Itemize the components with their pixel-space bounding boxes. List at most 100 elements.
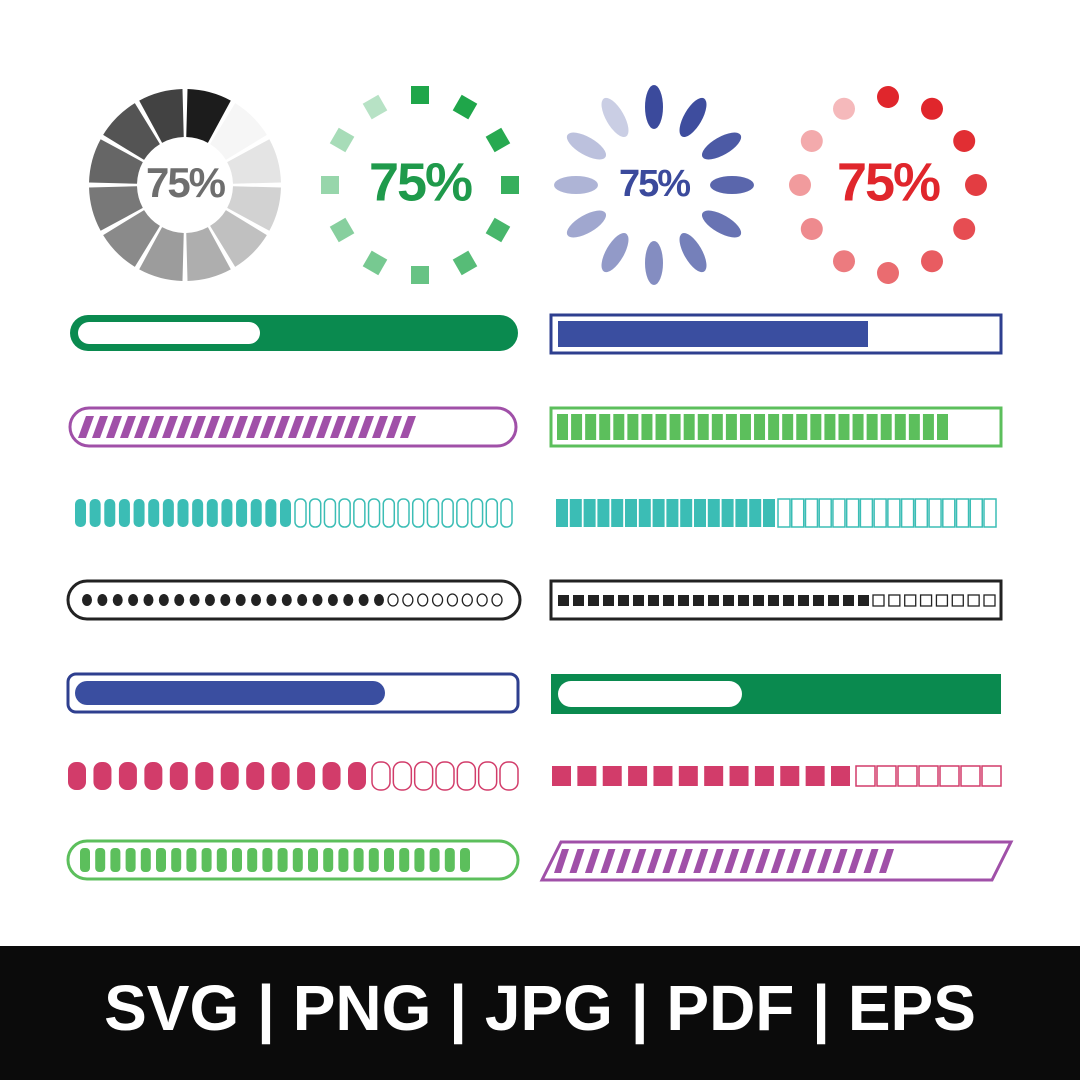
spinner-square	[501, 176, 519, 194]
bar-segment	[171, 848, 182, 872]
bar-segment	[942, 498, 956, 528]
bar-segment	[798, 595, 809, 606]
bar-dot	[143, 594, 154, 606]
spinner-segment	[139, 89, 184, 143]
spinner-segment	[89, 139, 143, 184]
bar-track	[68, 406, 518, 448]
bar-segment	[118, 499, 130, 527]
bar-segment	[855, 765, 876, 787]
bar-dot	[82, 594, 92, 606]
spinner-dot	[833, 250, 855, 273]
bar-stripe	[78, 416, 94, 438]
bar-stripe	[162, 416, 178, 438]
spinner-square	[411, 266, 429, 284]
bar-fill	[75, 681, 385, 705]
spinner-dot	[789, 174, 811, 196]
bar-stripe	[106, 416, 122, 438]
bar-segment	[872, 594, 885, 607]
bar-stripe	[801, 849, 817, 873]
bar-stripe	[615, 849, 631, 873]
bar-segment	[435, 761, 455, 791]
spinner-dot	[965, 174, 987, 196]
bar-stripe	[176, 416, 192, 438]
bar-dot	[158, 594, 169, 606]
bar-segment	[140, 848, 151, 872]
bar-segment	[919, 594, 933, 607]
bar-segment	[426, 498, 440, 528]
bar-segment	[444, 848, 455, 872]
bar-segment	[338, 498, 351, 528]
bar-segment	[499, 761, 519, 791]
bar-segment	[201, 848, 212, 872]
bar-segment	[790, 498, 805, 528]
spinner-petal	[566, 210, 607, 238]
bar-fill	[78, 322, 260, 344]
bar-segment	[888, 594, 901, 607]
spinner-petal	[701, 210, 742, 238]
bar-segment	[93, 762, 112, 790]
bar-segment	[904, 594, 917, 607]
bar-segment	[678, 595, 689, 606]
bar-segment	[399, 848, 410, 872]
bar-segment	[655, 414, 667, 440]
spinner-segment	[227, 186, 281, 231]
bar-segment	[573, 595, 584, 606]
bar-dot	[461, 593, 473, 607]
bar-track	[549, 579, 1003, 621]
bar-segment	[246, 762, 265, 790]
bar-segment	[967, 594, 980, 607]
spinner-segment	[103, 210, 160, 267]
bar-segment	[693, 595, 704, 606]
bar-segment	[900, 498, 915, 528]
bar-segment	[824, 414, 836, 440]
bar-segment	[939, 765, 960, 787]
bar-segment	[413, 761, 434, 791]
bar-segment	[602, 766, 622, 786]
spinner-dot	[800, 218, 823, 240]
bar-track	[549, 406, 1003, 448]
spinner-dot	[921, 250, 943, 273]
bar-stripe	[190, 416, 206, 438]
bar-dot	[327, 594, 338, 606]
bar-segment	[247, 848, 258, 872]
bar-stripe	[288, 416, 304, 438]
bar-segment	[429, 848, 440, 872]
bar-segment	[558, 595, 569, 606]
bar-segment	[981, 765, 1002, 787]
spinner-square	[362, 250, 388, 276]
bar-dot	[417, 593, 429, 607]
bar-segment	[156, 848, 166, 872]
bar-dot	[220, 594, 231, 606]
bar-segment	[783, 595, 794, 606]
bar-segment	[832, 498, 846, 528]
bar-segment	[754, 766, 774, 786]
bar-dot	[174, 594, 185, 606]
bar-segment	[477, 761, 498, 791]
bar-segment	[169, 762, 188, 790]
bar-segment	[133, 499, 145, 527]
bar-segment	[880, 414, 892, 440]
bar-segment	[711, 414, 723, 440]
bar-dot	[387, 593, 399, 607]
spinner-petal	[554, 176, 598, 194]
spinner-segment	[210, 210, 267, 267]
spinner-label: 75%	[369, 152, 472, 212]
bar-stripe	[569, 849, 585, 873]
bar-segment	[460, 848, 470, 872]
bar-stripe	[218, 416, 234, 438]
bar-segment	[322, 762, 341, 790]
bar-segment	[206, 499, 218, 527]
bar-stripe	[372, 416, 388, 438]
bar-segment	[669, 414, 681, 440]
bar-stripe	[386, 416, 402, 438]
bar-segment	[818, 498, 832, 528]
spinner-dot	[921, 97, 943, 120]
bar-segment	[89, 499, 101, 527]
spinner-square	[321, 176, 339, 194]
bar-segment	[216, 848, 227, 872]
bar-segment	[638, 499, 651, 527]
bar-segment	[110, 848, 121, 872]
spinner-petal	[710, 176, 754, 194]
bar-segment	[876, 765, 897, 787]
